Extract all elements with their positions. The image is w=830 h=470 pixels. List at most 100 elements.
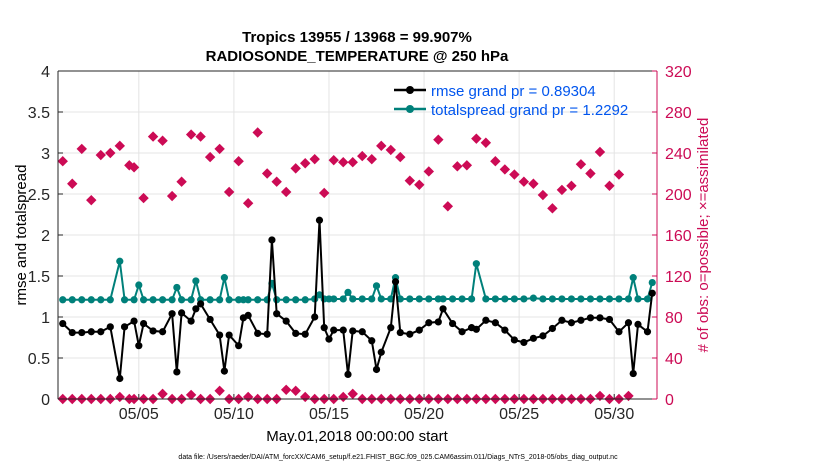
possible-obs-marker — [585, 168, 596, 179]
rmse-point — [377, 348, 385, 356]
tick-labels: 05/05 05/10 05/15 05/20 05/25 05/30 0 0.5 1 1.5 2 2… — [28, 64, 692, 423]
legend-rmse-marker — [406, 86, 414, 94]
assimilated-obs-marker — [290, 385, 301, 397]
rmse-point — [116, 374, 124, 383]
y-tick-label: 1 — [41, 310, 50, 327]
possible-obs-marker — [176, 176, 187, 187]
possible-obs-marker — [299, 158, 311, 169]
series-layer — [57, 127, 656, 405]
possible-obs-marker — [518, 176, 530, 187]
rmse-point — [158, 328, 167, 336]
legend-spread-label: totalspread grand pr = 1.2292 — [431, 102, 628, 119]
rmse-point — [425, 319, 433, 327]
possible-obs-marker — [357, 150, 368, 162]
assimilated-obs-marker — [185, 389, 197, 401]
rmse-point — [197, 300, 205, 308]
totalspread-point — [344, 288, 352, 296]
rmse-point — [529, 334, 537, 342]
y-tick-label: 2 — [41, 228, 50, 245]
possible-obs-marker — [271, 176, 282, 187]
totalspread-point — [292, 296, 300, 304]
totalspread-point — [87, 296, 95, 304]
rmse-point — [135, 342, 143, 350]
rmse-point — [97, 328, 105, 336]
totalspread-point — [643, 295, 652, 303]
rmse-point — [78, 328, 86, 337]
rmse-point — [482, 316, 490, 324]
y-tick-label: 2.5 — [28, 187, 50, 204]
totalspread-point — [605, 295, 614, 303]
totalspread-point — [368, 295, 376, 303]
totalspread-point — [135, 281, 143, 289]
rmse-point — [173, 368, 181, 376]
assimilated-obs-marker — [214, 385, 225, 397]
totalspread-point — [372, 282, 381, 290]
rmse-point — [139, 319, 148, 328]
possible-obs-marker — [480, 137, 492, 148]
rmse-point — [368, 337, 376, 345]
totalspread-point — [78, 296, 86, 304]
rmse-point — [349, 327, 357, 335]
possible-obs-marker — [147, 131, 159, 142]
possible-obs-marker — [499, 164, 511, 175]
totalspread-point — [415, 295, 423, 303]
totalspread-point — [510, 295, 518, 303]
rmse-point — [372, 365, 381, 374]
totalspread-point — [615, 295, 623, 303]
possible-obs-marker — [509, 169, 520, 180]
legend: rmse grand pr = 0.89304 totalspread gran… — [394, 83, 628, 119]
x-tick-label: 05/30 — [594, 406, 634, 423]
totalspread-point — [116, 257, 124, 265]
possible-obs-marker — [261, 168, 273, 179]
rmse-point — [325, 335, 333, 343]
totalspread-point — [472, 260, 480, 268]
totalspread-point — [648, 278, 656, 287]
possible-obs-marker — [566, 180, 577, 192]
rmse-point — [558, 316, 566, 324]
rmse-point — [448, 319, 457, 328]
totalspread-point — [406, 295, 414, 303]
rmse-point — [387, 324, 395, 332]
possible-obs-marker — [528, 178, 539, 189]
totalspread-point — [187, 296, 195, 304]
totalspread-point — [558, 295, 566, 303]
totalspread-point — [539, 295, 547, 303]
rmse-point — [344, 370, 352, 378]
y-tick-label: 3 — [41, 146, 50, 163]
assimilated-obs-marker — [347, 388, 358, 400]
possible-obs-marker — [461, 160, 473, 171]
possible-obs-marker — [185, 129, 197, 140]
totalspread-point — [501, 295, 509, 303]
rmse-point — [178, 309, 186, 317]
totalspread-point — [624, 295, 633, 303]
possible-obs-marker — [195, 131, 206, 142]
possible-obs-marker — [204, 151, 216, 163]
possible-obs-marker — [433, 134, 444, 145]
possible-obs-marker — [128, 162, 140, 173]
rmse-point — [320, 324, 328, 332]
rmse-point — [586, 314, 595, 322]
rmse-point — [605, 315, 614, 324]
totalspread-point — [178, 296, 186, 304]
totalspread-point — [548, 295, 557, 303]
rmse-point — [254, 329, 262, 337]
rmse-point — [206, 315, 214, 324]
rmse-point — [358, 328, 366, 336]
possible-obs-marker — [452, 161, 463, 172]
rmse-point — [406, 330, 414, 338]
y2-tick-label: 0 — [665, 392, 674, 409]
totalspread-point — [139, 296, 148, 304]
totalspread-point — [634, 295, 642, 303]
totalspread-point — [158, 296, 167, 304]
totalspread-point — [97, 296, 105, 304]
totalspread-point — [458, 295, 466, 303]
legend-rmse-label: rmse grand pr = 0.89304 — [431, 83, 596, 100]
y2-tick-label: 200 — [665, 187, 692, 204]
possible-obs-marker — [138, 192, 149, 204]
rmse-point — [596, 314, 604, 322]
totalspread-point — [339, 295, 347, 303]
totalspread-point — [586, 295, 595, 303]
y-tick-label: 3.5 — [28, 105, 50, 122]
rmse-point — [396, 328, 404, 337]
